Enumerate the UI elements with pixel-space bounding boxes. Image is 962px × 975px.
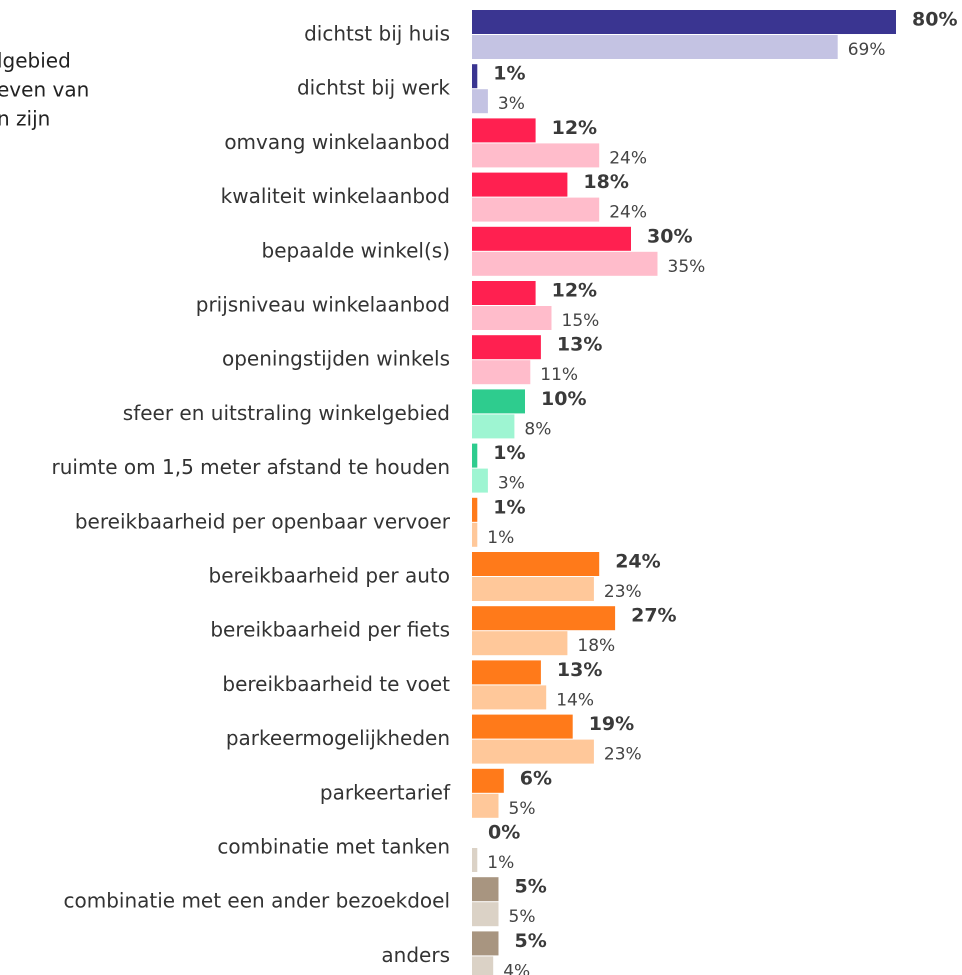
- value-label: 5%: [509, 907, 536, 927]
- category-label: bereikbaarheid te voet: [222, 672, 450, 696]
- value-label: 3%: [498, 94, 525, 114]
- value-label: 5%: [515, 930, 547, 952]
- bar: [472, 497, 478, 522]
- bar: [472, 956, 494, 975]
- value-label: 13%: [557, 334, 602, 356]
- value-label: 1%: [493, 63, 525, 85]
- category-label: ruimte om 1,5 meter afstand te houden: [51, 455, 450, 479]
- bar: [472, 848, 478, 872]
- value-label: 23%: [604, 745, 642, 765]
- bar: [472, 10, 896, 34]
- bar: [472, 606, 616, 631]
- category-label: dichtst bij werk: [297, 76, 450, 100]
- value-label: 14%: [556, 690, 594, 710]
- value-label: 69%: [848, 40, 886, 60]
- value-label: 24%: [615, 551, 660, 573]
- value-label: 23%: [604, 582, 642, 602]
- value-label: 3%: [498, 474, 525, 494]
- bar: [472, 931, 499, 956]
- bar: [472, 89, 488, 114]
- category-label: parkeertarief: [320, 780, 451, 804]
- bar: [472, 335, 541, 360]
- bar: [472, 360, 531, 385]
- bar: [472, 631, 568, 656]
- category-label: bereikbaarheid per fiets: [210, 618, 450, 642]
- category-label: bepaalde winkel(s): [262, 238, 450, 262]
- bar: [472, 64, 478, 89]
- value-label: 35%: [668, 257, 706, 277]
- bar: [472, 714, 573, 739]
- bar: [472, 468, 488, 493]
- bar: [472, 739, 594, 764]
- value-label: 1%: [493, 442, 525, 464]
- value-label: 27%: [631, 605, 676, 627]
- value-label: 1%: [487, 528, 514, 548]
- category-label: prijsniveau winkelaanbod: [196, 293, 450, 317]
- bar: [472, 768, 504, 793]
- bar: [472, 251, 658, 276]
- annotation: n zijn: [0, 107, 50, 131]
- value-label: 5%: [509, 799, 536, 819]
- bar: [472, 118, 536, 143]
- bar: [472, 685, 547, 710]
- category-label: parkeermogelijkheden: [226, 726, 450, 750]
- value-label: 80%: [912, 9, 957, 31]
- category-label: bereikbaarheid per auto: [209, 564, 450, 588]
- bar: [472, 414, 515, 439]
- bar: [472, 793, 499, 818]
- category-label: kwaliteit winkelaanbod: [221, 184, 450, 208]
- value-label: 12%: [552, 117, 597, 139]
- value-label: 12%: [552, 280, 597, 302]
- value-label: 24%: [609, 148, 647, 168]
- bar: [472, 552, 600, 576]
- value-label: 11%: [540, 365, 578, 385]
- value-label: 24%: [609, 203, 647, 223]
- bar: [472, 389, 525, 414]
- value-label: 13%: [557, 659, 602, 681]
- value-label: 18%: [583, 171, 628, 193]
- annotation: lgebied: [0, 49, 71, 73]
- value-label: 0%: [488, 822, 520, 844]
- bar: [472, 35, 838, 59]
- category-label: omvang winkelaanbod: [224, 130, 450, 154]
- value-label: 1%: [493, 496, 525, 518]
- bar: [472, 226, 631, 251]
- value-label: 19%: [589, 713, 634, 735]
- value-label: 10%: [541, 388, 586, 410]
- bar: [472, 577, 594, 601]
- value-label: 15%: [562, 311, 600, 331]
- bar: [472, 143, 600, 168]
- category-label: openingstijden winkels: [222, 347, 450, 371]
- category-label: combinatie met tanken: [217, 835, 450, 859]
- value-label: 5%: [515, 876, 547, 898]
- bar: [472, 443, 478, 468]
- annotation: even van: [0, 78, 89, 102]
- bar: [472, 306, 552, 330]
- category-label: dichtst bij huis: [304, 22, 450, 46]
- category-label: combinatie met een ander bezoekdoel: [63, 889, 450, 913]
- bar: [472, 197, 600, 222]
- bar: [472, 172, 568, 197]
- bar: [472, 660, 541, 685]
- value-label: 18%: [577, 636, 615, 656]
- bar: [472, 902, 499, 927]
- category-label: sfeer en uitstraling winkelgebied: [123, 401, 450, 425]
- bar: [472, 281, 536, 305]
- bar: [472, 522, 478, 547]
- value-label: 30%: [647, 225, 692, 247]
- value-label: 8%: [524, 419, 551, 439]
- value-label: 6%: [520, 767, 552, 789]
- value-label: 1%: [487, 853, 514, 873]
- category-label: anders: [381, 943, 450, 967]
- category-label: bereikbaarheid per openbaar vervoer: [75, 509, 451, 533]
- value-label: 4%: [503, 961, 530, 975]
- bar: [472, 877, 499, 902]
